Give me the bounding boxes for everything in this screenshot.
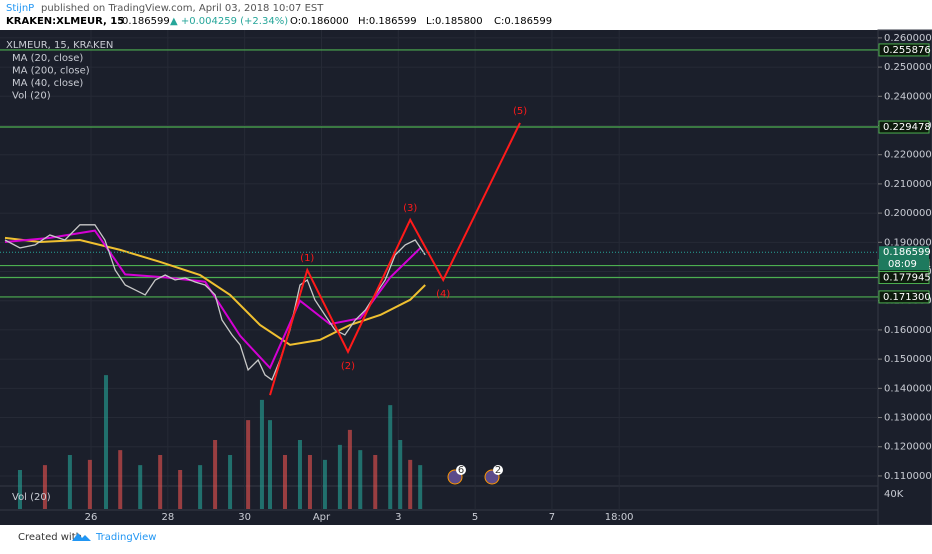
level-label: 0.171300 [883, 292, 931, 303]
y-tick-label: 0.250000 [884, 62, 932, 73]
volume-bar [17, 470, 22, 509]
brand: TradingView [95, 532, 156, 543]
vol-tick-label: 40K [884, 489, 904, 500]
created: Created with [18, 532, 82, 543]
volume-bar [347, 429, 352, 509]
volume-bar [178, 470, 183, 509]
y-tick-label: 0.130000 [884, 413, 932, 424]
legend-entry: MA (40, close) [12, 78, 83, 89]
level-label: 0.229478 [883, 122, 931, 133]
y-tick-label: 0.240000 [884, 91, 932, 102]
volume-bar [158, 455, 163, 509]
volume-bar [268, 420, 273, 509]
brand-logo [72, 533, 91, 541]
wave-label: (2) [341, 361, 355, 372]
level-box [878, 120, 930, 134]
x-tick-label: 5 [472, 512, 478, 523]
y-tick-label: 0.120000 [884, 442, 932, 453]
y-tick-label: 0.110000 [884, 471, 932, 482]
legend-entry: MA (20, close) [12, 53, 83, 64]
wave-label: (3) [403, 203, 417, 214]
y-tick-label: 0.160000 [884, 325, 932, 336]
header-bg [0, 0, 932, 30]
ma-line [4, 236, 426, 346]
volume-bar [337, 444, 342, 509]
x-tick-label: 28 [161, 512, 174, 523]
level-label: 0.177945 [883, 273, 931, 284]
price-line [4, 224, 426, 381]
volume-bar [358, 450, 363, 509]
volume-bar [388, 405, 393, 509]
wave-label: (1) [300, 253, 314, 264]
legend-entry: Vol (20) [12, 91, 51, 102]
wave-line [269, 122, 521, 396]
change: ▲ +0.004259 (+2.34%) [170, 16, 288, 27]
volume-bar [104, 375, 109, 509]
event-count: 6 [458, 465, 464, 476]
volume-bar [282, 455, 287, 509]
countdown: 08:09 [888, 259, 917, 270]
vol-pane-label: Vol (20) [12, 492, 51, 503]
x-tick-label: 26 [85, 512, 98, 523]
volume-bar [259, 399, 264, 509]
volume-bar [297, 440, 302, 509]
level-box [878, 271, 930, 285]
event-badge [493, 465, 503, 475]
chart-title: XLMEUR, 15, KRAKEN [6, 40, 113, 51]
y-tick-label: 0.190000 [884, 237, 932, 248]
ohlc: H:0.186599 [358, 16, 417, 27]
volume-bar [118, 450, 123, 509]
x-tick-label: 30 [238, 512, 251, 523]
footer-bg [0, 525, 932, 550]
legend-entry: MA (200, close) [12, 66, 90, 77]
x-tick-label: 3 [395, 512, 401, 523]
volume-bar [246, 420, 251, 509]
volume-bar [213, 440, 218, 509]
volume-bar [67, 455, 72, 509]
y-tick-label: 0.200000 [884, 208, 932, 219]
ohlc: O:0.186000 [290, 16, 349, 27]
volume-bar [408, 459, 413, 509]
volume-bar [307, 455, 312, 509]
x-tick-label: Apr [313, 512, 331, 523]
volume-bar [398, 440, 403, 509]
volume-bar [373, 455, 378, 509]
level-box [878, 290, 930, 304]
volume-bar [228, 455, 233, 509]
volume-bar [418, 465, 423, 509]
level-label: 0.255876 [883, 45, 931, 56]
price: 0.186599 [122, 16, 170, 27]
volume-bar [322, 459, 327, 509]
y-tick-label: 0.140000 [884, 383, 932, 394]
wave-label: (4) [436, 289, 450, 300]
last-price-label: 0.186599 [883, 247, 931, 258]
symbol: KRAKEN:XLMEUR, 15 [6, 16, 124, 27]
event-badge [456, 465, 466, 475]
wave-label: (5) [513, 106, 527, 117]
volume-bar [42, 465, 47, 509]
event-count: 2 [495, 465, 501, 476]
author: StijnP [6, 3, 34, 14]
y-tick-label: 0.220000 [884, 150, 932, 161]
x-tick-label: 18:00 [605, 512, 634, 523]
last-price-box [879, 246, 929, 271]
ma-line [4, 229, 421, 370]
volume-bar [87, 459, 92, 509]
y-tick-label: 0.150000 [884, 354, 932, 365]
y-tick-label: 0.260000 [884, 33, 932, 44]
ohlc: L:0.185800 [426, 16, 483, 27]
volume-bar [198, 465, 203, 509]
ohlc: C:0.186599 [494, 16, 552, 27]
x-tick-label: 7 [549, 512, 555, 523]
level-box [878, 43, 930, 57]
published: published on TradingView.com, April 03, … [41, 3, 324, 14]
y-tick-label: 0.210000 [884, 179, 932, 190]
volume-bar [138, 465, 143, 509]
